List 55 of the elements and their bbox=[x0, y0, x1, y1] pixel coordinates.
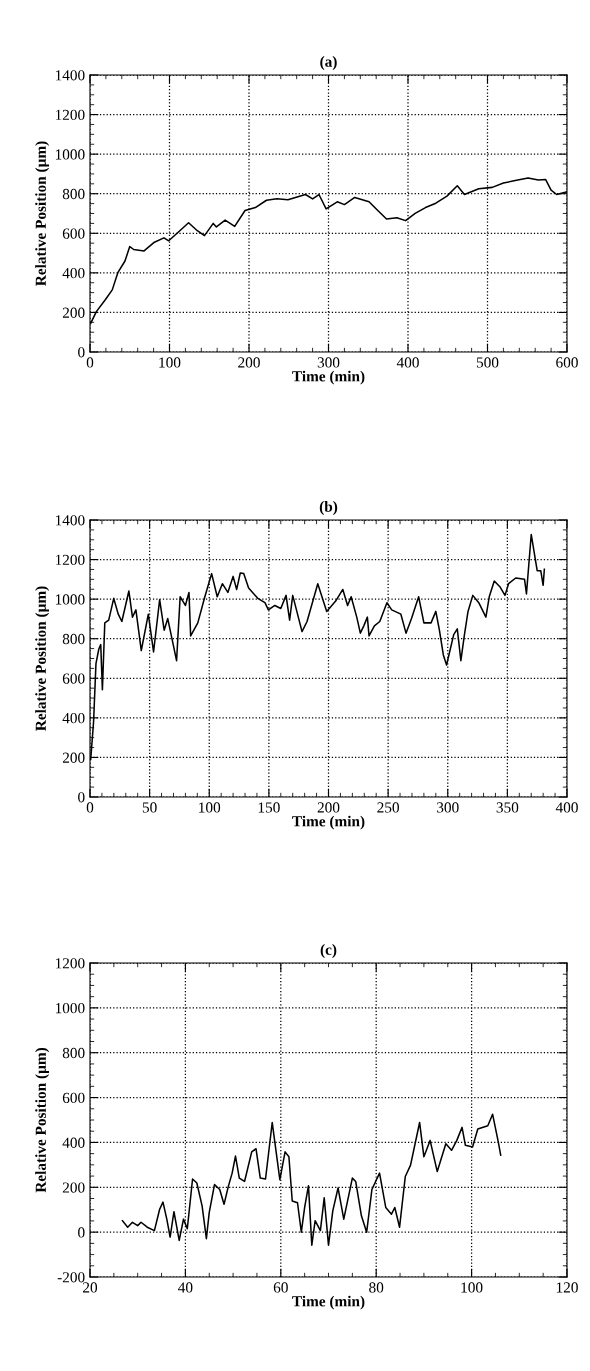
y-tick-label: 400 bbox=[62, 1137, 85, 1148]
x-tick-label: 400 bbox=[396, 357, 419, 368]
x-tick-label: 200 bbox=[238, 357, 260, 368]
y-tick-label: 1000 bbox=[55, 594, 85, 605]
y-tick-label: 1200 bbox=[55, 958, 85, 969]
x-tick-label: 100 bbox=[159, 357, 181, 368]
chart-title: (a) bbox=[320, 56, 337, 70]
y-axis-title: Relative Position (µm) bbox=[35, 586, 50, 731]
x-tick-label: 100 bbox=[199, 802, 221, 813]
y-tick-label: 400 bbox=[62, 713, 85, 724]
y-tick-label: 800 bbox=[62, 633, 85, 645]
y-tick-label: 200 bbox=[62, 752, 85, 763]
y-tick-label: 200 bbox=[62, 307, 85, 318]
x-tick-label: 300 bbox=[437, 802, 459, 813]
y-axis-title: Relative Position (µm) bbox=[35, 1047, 50, 1193]
x-tick-label: 600 bbox=[556, 357, 578, 368]
x-tick-label: 0 bbox=[86, 357, 94, 368]
x-tick-label: 80 bbox=[369, 1282, 384, 1293]
chart-title: (c) bbox=[320, 944, 337, 958]
y-tick-label: 400 bbox=[62, 268, 85, 279]
x-tick-label: 100 bbox=[461, 1282, 483, 1293]
x-axis-title: Time (min) bbox=[292, 1295, 365, 1310]
y-tick-label: 600 bbox=[62, 228, 85, 239]
y-tick-label: 1000 bbox=[55, 1003, 85, 1014]
x-tick-label: 350 bbox=[496, 802, 519, 813]
x-axis-title: Time (min) bbox=[292, 370, 365, 385]
y-axis-title: Relative Position (µm) bbox=[35, 141, 50, 286]
x-tick-label: 150 bbox=[258, 802, 280, 813]
y-tick-label: 600 bbox=[62, 1092, 85, 1104]
x-tick-label: 250 bbox=[377, 802, 399, 813]
y-tick-label: 200 bbox=[62, 1182, 85, 1193]
x-tick-label: 300 bbox=[317, 357, 340, 368]
y-tick-label: 800 bbox=[62, 1047, 85, 1059]
y-tick-label: 600 bbox=[62, 673, 85, 684]
x-axis-title: Time (min) bbox=[292, 815, 365, 830]
x-tick-label: 200 bbox=[317, 802, 340, 813]
x-tick-label: 120 bbox=[556, 1282, 578, 1293]
x-tick-label: 20 bbox=[83, 1282, 98, 1293]
y-tick-label: 1400 bbox=[55, 70, 85, 81]
y-tick-label: 1400 bbox=[55, 515, 85, 526]
chart-title: (b) bbox=[319, 501, 338, 515]
y-tick-label: 1200 bbox=[55, 109, 85, 121]
x-tick-label: 0 bbox=[86, 802, 94, 813]
y-tick-label: 1000 bbox=[55, 149, 85, 160]
x-tick-label: 500 bbox=[476, 357, 499, 368]
x-tick-label: 40 bbox=[178, 1282, 193, 1293]
x-tick-label: 400 bbox=[555, 802, 578, 813]
x-tick-label: 50 bbox=[142, 802, 157, 813]
x-tick-label: 60 bbox=[273, 1282, 288, 1293]
y-tick-label: 800 bbox=[62, 188, 85, 200]
y-tick-label: 1200 bbox=[55, 554, 85, 566]
y-tick-label: -200 bbox=[57, 1272, 85, 1283]
y-tick-label: 0 bbox=[78, 1227, 85, 1238]
y-tick-label: 0 bbox=[78, 347, 85, 358]
y-tick-label: 0 bbox=[78, 792, 85, 803]
